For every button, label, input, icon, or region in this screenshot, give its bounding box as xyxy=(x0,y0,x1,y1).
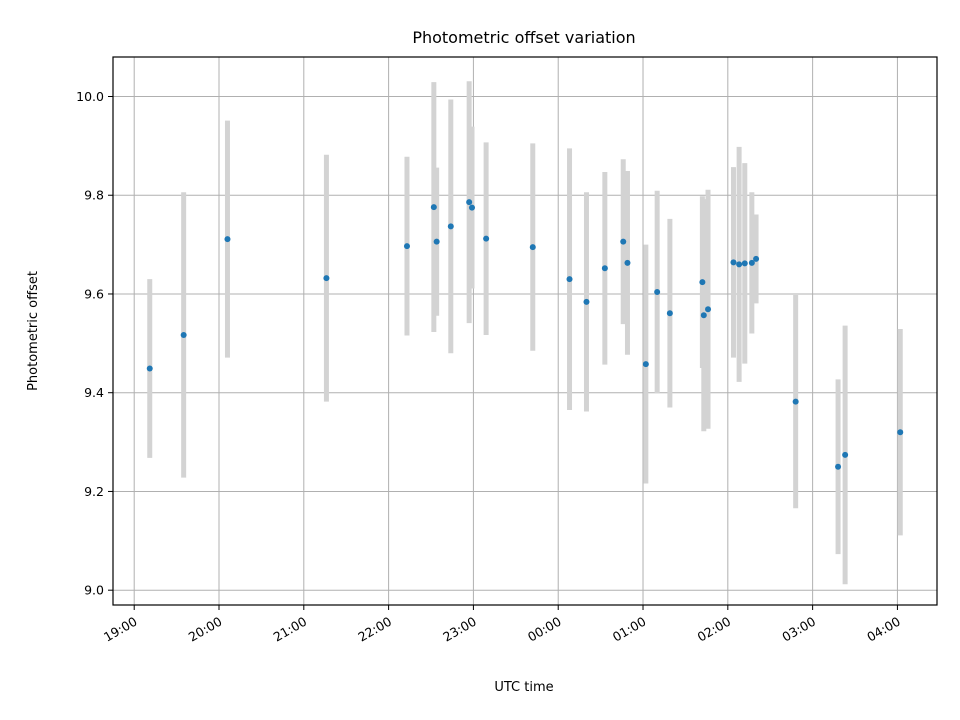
x-tick-label: 21:00 xyxy=(271,614,310,645)
data-point xyxy=(224,236,231,243)
data-point xyxy=(323,275,330,282)
data-point xyxy=(583,298,590,305)
data-points xyxy=(146,199,904,470)
data-point xyxy=(792,398,799,405)
data-point xyxy=(180,331,187,338)
plot-frame xyxy=(112,56,938,606)
x-tick-label: 23:00 xyxy=(440,614,479,645)
data-point xyxy=(705,306,712,313)
data-point xyxy=(699,279,706,286)
data-point xyxy=(601,265,608,272)
data-point xyxy=(666,310,673,317)
data-point xyxy=(624,259,631,266)
data-point xyxy=(468,204,475,211)
x-tick-label: 20:00 xyxy=(186,614,225,645)
data-point xyxy=(654,288,661,295)
data-point xyxy=(700,312,707,319)
y-tick-label: 9.6 xyxy=(84,286,104,301)
y-tick-label: 10.0 xyxy=(76,89,104,104)
data-point xyxy=(842,451,849,458)
y-axis-label: Photometric offset xyxy=(26,271,41,391)
data-point xyxy=(433,238,440,245)
x-tick-label: 04:00 xyxy=(864,614,903,645)
data-point xyxy=(753,255,760,262)
y-tick-label: 9.4 xyxy=(84,385,104,400)
y-axis-ticks: 9.0 9.2 9.4 9.6 9.8 10.0 xyxy=(76,89,113,598)
x-tick-label: 02:00 xyxy=(695,614,734,645)
x-axis-label: UTC time xyxy=(494,680,553,695)
grid-lines xyxy=(113,57,937,605)
data-point xyxy=(835,463,842,470)
x-tick-label: 01:00 xyxy=(610,614,649,645)
x-tick-label: 19:00 xyxy=(101,614,140,645)
data-point xyxy=(483,235,490,242)
x-tick-label: 00:00 xyxy=(525,614,564,645)
data-point xyxy=(897,429,904,436)
data-point xyxy=(730,259,737,266)
data-point xyxy=(430,204,437,211)
x-tick-label: 03:00 xyxy=(779,614,818,645)
data-point xyxy=(741,260,748,267)
data-point xyxy=(146,365,153,372)
data-point xyxy=(403,243,410,250)
data-point xyxy=(566,276,573,283)
data-point xyxy=(466,199,473,206)
y-tick-label: 9.8 xyxy=(84,188,104,203)
data-point xyxy=(620,238,627,245)
x-axis-ticks: 19:00 20:00 21:00 22:00 23:00 00:00 01:00 02:00… xyxy=(101,605,903,645)
chart-title: Photometric offset variation xyxy=(412,28,635,47)
data-point xyxy=(748,259,755,266)
x-tick-label: 22:00 xyxy=(355,614,394,645)
y-tick-label: 9.0 xyxy=(84,583,104,598)
y-tick-label: 9.2 xyxy=(84,484,104,499)
data-point xyxy=(642,361,649,368)
data-point xyxy=(529,244,536,251)
data-point xyxy=(736,261,743,268)
error-bars xyxy=(147,81,903,585)
data-point xyxy=(447,223,454,230)
